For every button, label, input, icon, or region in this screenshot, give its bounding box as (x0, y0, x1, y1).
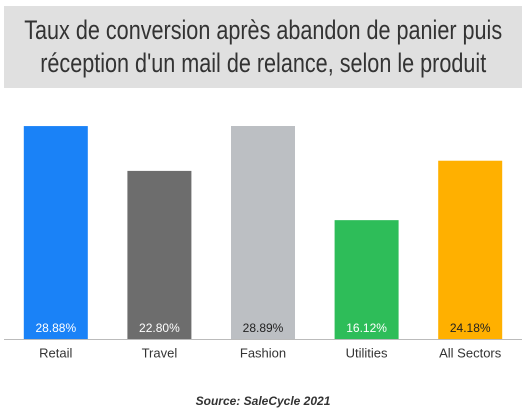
bar (231, 126, 295, 339)
bar (23, 126, 88, 339)
title-box: Taux de conversion après abandon de pani… (4, 6, 522, 88)
x-tick-label: All Sectors (439, 345, 502, 360)
value-label: 28.89% (243, 321, 284, 335)
x-tick-label: Utilities (346, 345, 388, 360)
bar (334, 220, 399, 339)
value-label: 24.18% (450, 321, 491, 335)
chart-title: Taux de conversion après abandon de pani… (24, 15, 503, 78)
x-tick-label: Travel (142, 345, 178, 360)
value-label: 16.12% (346, 321, 387, 335)
x-tick-label: Fashion (240, 345, 286, 360)
value-label: 28.88% (35, 321, 76, 335)
value-label: 22.80% (139, 321, 180, 335)
bar (127, 170, 192, 339)
x-tick-label: Retail (39, 345, 72, 360)
source: Source: SaleCycle 2021 (196, 394, 331, 408)
bar (438, 160, 503, 339)
